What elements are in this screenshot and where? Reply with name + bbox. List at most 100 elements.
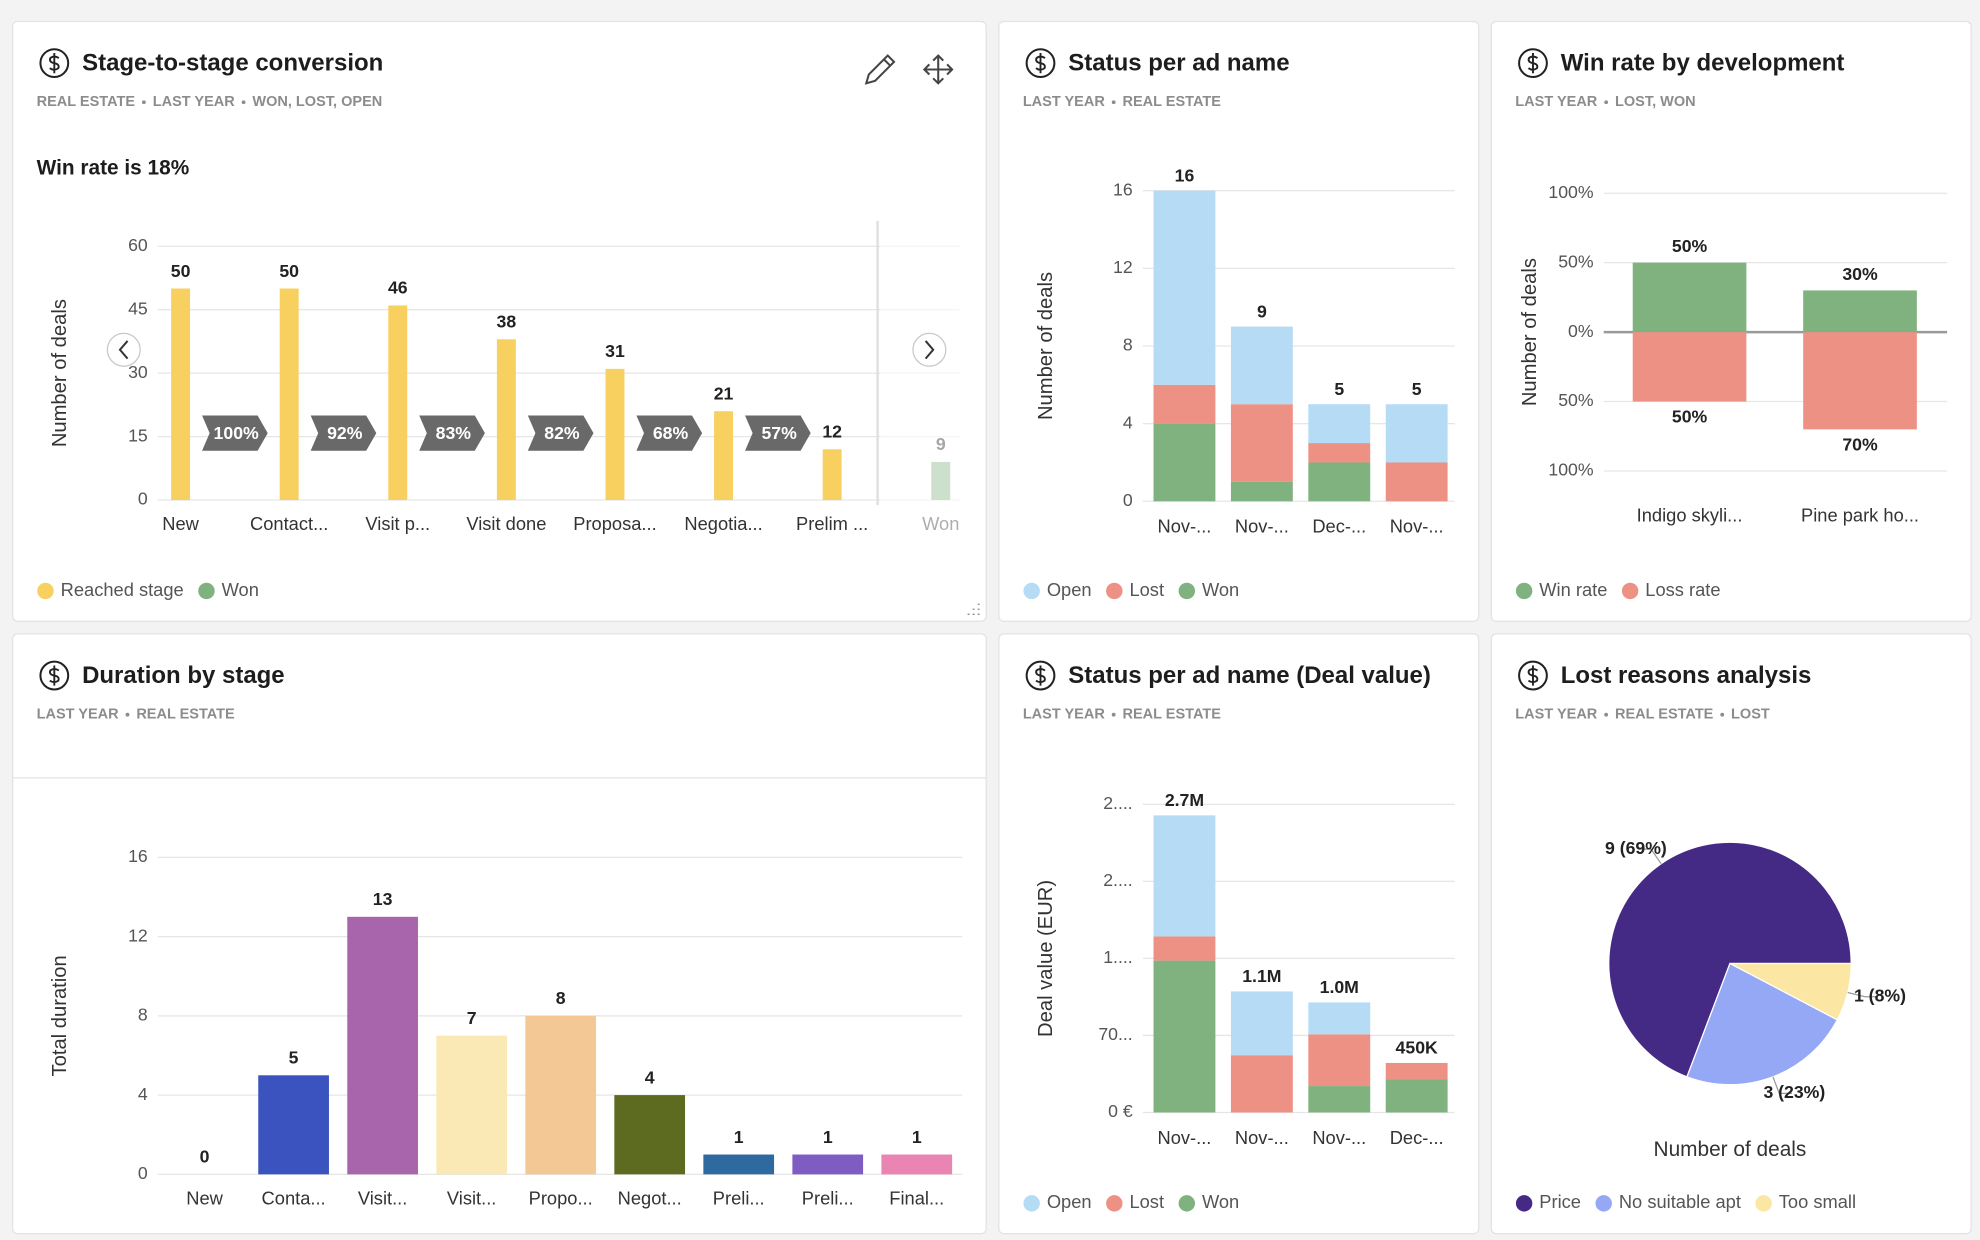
x-tick-label: Contact... [250, 513, 328, 534]
bar-segment [1308, 1034, 1371, 1087]
x-tick-label: Visit... [447, 1187, 497, 1208]
conversion-label: 57% [761, 423, 797, 443]
bar-segment [1308, 1002, 1371, 1035]
currency-icon [1025, 48, 1056, 79]
currency-icon [1527, 665, 1539, 686]
x-tick-label: Nov-... [1235, 1127, 1289, 1148]
bar [258, 1075, 329, 1175]
tag-separator [1604, 100, 1609, 105]
tag: REAL ESTATE [1123, 94, 1222, 110]
legend-label: Lost [1129, 1191, 1164, 1212]
bar-segment [1153, 815, 1216, 937]
legend-swatch [1515, 1195, 1533, 1212]
currency-icon [1527, 53, 1539, 74]
bar-segment [1308, 404, 1371, 444]
currency-icon [1518, 48, 1548, 79]
y-tick-label: 100% [1548, 182, 1593, 202]
bar [347, 916, 418, 1175]
x-tick-label: Conta... [262, 1187, 326, 1208]
slice-label: 9 (69%) [1605, 838, 1667, 858]
edit-icon[interactable] [864, 54, 896, 85]
legend-label: Too small [1779, 1191, 1856, 1212]
y-tick-label: 60 [128, 235, 148, 255]
scroll-button[interactable] [106, 332, 141, 367]
y-tick-label: 0 [1123, 490, 1133, 510]
y-tick-label: 100% [1548, 460, 1593, 480]
y-tick-label: 4 [138, 1084, 148, 1104]
conversion-arrow [419, 415, 485, 451]
bar [388, 305, 408, 501]
x-tick-label: Propo... [529, 1187, 593, 1208]
y-tick-label: 8 [1123, 335, 1133, 355]
y-axis-title: Number of deals [1035, 272, 1057, 420]
resize-grip [967, 603, 980, 615]
bar-segment [1385, 462, 1448, 502]
tag: LAST YEAR [1515, 707, 1598, 723]
x-tick-label: New [186, 1187, 223, 1208]
y-tick-label: 70... [1098, 1024, 1132, 1044]
tag-separator [125, 712, 130, 717]
scroll-chevron [118, 340, 129, 360]
currency-icon [1035, 53, 1046, 74]
panel-title: Win rate by development [1561, 50, 1845, 77]
panel [12, 633, 987, 1235]
y-tick-label: 16 [1113, 179, 1133, 199]
bar-segment [1632, 262, 1747, 333]
y-tick-label: 45 [128, 298, 148, 318]
move-icon[interactable] [922, 54, 954, 85]
y-tick-label: 2.... [1103, 870, 1132, 890]
bar-segment [1230, 404, 1293, 482]
scroll-button[interactable] [912, 332, 947, 367]
value-label: 38 [497, 312, 517, 332]
bar [605, 368, 625, 501]
leader-line [1847, 991, 1878, 998]
conversion-label: 92% [327, 423, 363, 443]
legend-label: Open [1047, 579, 1092, 600]
tag: LAST YEAR [1023, 707, 1106, 723]
x-tick-label: Preli... [802, 1187, 854, 1208]
legend-label: Reached stage [61, 579, 184, 600]
x-tick-label: Final... [889, 1187, 944, 1208]
x-tick-label: Nov-... [1158, 1127, 1212, 1148]
y-tick-label: 30 [128, 362, 148, 382]
x-tick-label: Visit done [466, 513, 546, 534]
bar-segment [1632, 332, 1747, 402]
x-tick-label: Negotia... [684, 513, 762, 534]
tag-separator [1604, 712, 1609, 717]
currency-icon [1025, 660, 1056, 691]
bar-segment [1308, 1086, 1371, 1113]
value-label: 5 [289, 1048, 299, 1068]
bar-segment [1230, 1055, 1293, 1113]
x-tick-label: Nov-... [1235, 516, 1289, 537]
total-label: 2.7M [1165, 790, 1204, 810]
y-tick-label: 50% [1558, 390, 1594, 410]
legend-swatch [1515, 582, 1533, 600]
x-tick-label: Dec-... [1390, 1127, 1444, 1148]
tag-separator [1111, 100, 1116, 105]
x-tick-label: Indigo skyli... [1637, 504, 1743, 525]
pie-caption: Number of deals [1654, 1138, 1807, 1161]
bar [822, 449, 842, 501]
x-tick-label: New [162, 513, 199, 534]
value-label: 30% [1842, 264, 1878, 284]
bar [171, 288, 191, 501]
tag-separator [1720, 712, 1725, 717]
conversion-label: 100% [214, 423, 259, 443]
total-label: 9 [1257, 301, 1267, 321]
currency-icon [1518, 660, 1548, 691]
bar-segment [1803, 332, 1917, 430]
value-label: 50% [1672, 407, 1708, 427]
bar-segment [1308, 443, 1371, 463]
bar-segment [1385, 1062, 1448, 1080]
value-label: 1 [734, 1127, 744, 1147]
conversion-arrow [527, 415, 594, 451]
panel-title: Duration by stage [82, 662, 285, 689]
panel-title: Status per ad name (Deal value) [1068, 662, 1431, 689]
total-label: 1.0M [1320, 977, 1359, 997]
total-label: 450K [1396, 1038, 1438, 1058]
bar-segment [1230, 326, 1293, 405]
bar-segment [1153, 190, 1216, 385]
currency-icon [1035, 665, 1046, 686]
